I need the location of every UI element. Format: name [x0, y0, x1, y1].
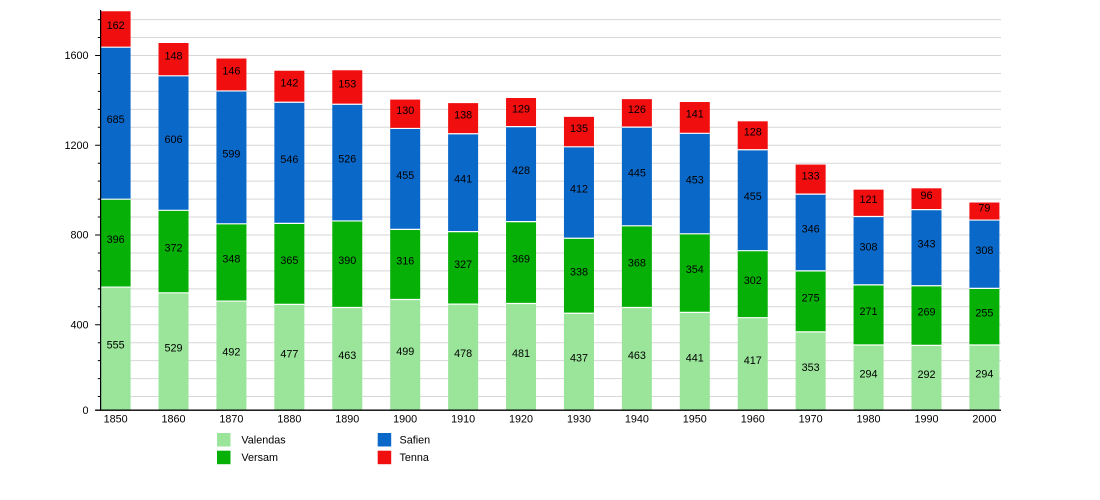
svg-text:372: 372	[165, 243, 183, 255]
svg-text:79: 79	[978, 202, 990, 214]
svg-text:437: 437	[570, 353, 588, 365]
svg-text:130: 130	[396, 105, 414, 117]
svg-text:499: 499	[396, 346, 414, 358]
svg-text:Tenna: Tenna	[400, 452, 429, 464]
svg-text:141: 141	[686, 109, 704, 121]
svg-text:Valendas: Valendas	[241, 434, 286, 446]
svg-text:396: 396	[107, 234, 125, 246]
svg-text:308: 308	[975, 245, 993, 257]
svg-text:1970: 1970	[799, 414, 823, 426]
svg-text:294: 294	[860, 369, 878, 381]
svg-text:133: 133	[802, 170, 820, 182]
svg-text:1960: 1960	[741, 414, 765, 426]
svg-text:138: 138	[454, 109, 472, 121]
svg-text:327: 327	[454, 259, 472, 271]
svg-text:343: 343	[917, 239, 935, 251]
svg-text:1930: 1930	[567, 414, 591, 426]
svg-text:1200: 1200	[64, 140, 88, 152]
svg-text:129: 129	[512, 103, 530, 115]
svg-text:478: 478	[454, 348, 472, 360]
svg-text:1920: 1920	[509, 414, 533, 426]
svg-text:365: 365	[280, 255, 298, 267]
svg-text:2000: 2000	[972, 414, 996, 426]
svg-text:1910: 1910	[451, 414, 475, 426]
svg-text:96: 96	[920, 190, 932, 202]
svg-text:477: 477	[280, 348, 298, 360]
svg-text:294: 294	[975, 369, 993, 381]
svg-text:1880: 1880	[277, 414, 301, 426]
svg-text:1890: 1890	[335, 414, 359, 426]
svg-text:148: 148	[165, 50, 183, 62]
svg-text:368: 368	[628, 258, 646, 270]
svg-text:1870: 1870	[219, 414, 243, 426]
svg-text:481: 481	[512, 348, 530, 360]
svg-text:546: 546	[280, 154, 298, 166]
svg-text:526: 526	[338, 154, 356, 166]
svg-text:146: 146	[222, 66, 240, 78]
svg-text:128: 128	[744, 127, 762, 139]
svg-text:Versam: Versam	[241, 452, 278, 464]
svg-text:463: 463	[628, 350, 646, 362]
svg-text:271: 271	[860, 306, 878, 318]
svg-text:369: 369	[512, 254, 530, 266]
svg-text:153: 153	[338, 78, 356, 90]
svg-text:445: 445	[628, 167, 646, 179]
svg-text:269: 269	[917, 307, 935, 319]
svg-text:1990: 1990	[914, 414, 938, 426]
svg-text:316: 316	[396, 255, 414, 267]
svg-text:417: 417	[744, 355, 762, 367]
svg-text:685: 685	[107, 114, 125, 126]
svg-text:455: 455	[744, 191, 762, 203]
svg-text:346: 346	[802, 223, 820, 235]
svg-text:353: 353	[802, 362, 820, 374]
svg-text:354: 354	[686, 264, 704, 276]
svg-text:308: 308	[860, 242, 878, 254]
svg-text:400: 400	[70, 319, 88, 331]
svg-text:302: 302	[744, 275, 762, 287]
svg-text:390: 390	[338, 255, 356, 267]
svg-text:555: 555	[107, 340, 125, 352]
svg-text:292: 292	[917, 369, 935, 381]
svg-text:135: 135	[570, 123, 588, 135]
svg-text:1980: 1980	[857, 414, 881, 426]
svg-text:1600: 1600	[64, 50, 88, 62]
svg-text:1860: 1860	[162, 414, 186, 426]
svg-text:492: 492	[222, 347, 240, 359]
svg-text:162: 162	[107, 20, 125, 32]
svg-text:412: 412	[570, 184, 588, 196]
svg-text:453: 453	[686, 175, 704, 187]
svg-text:441: 441	[686, 352, 704, 364]
svg-text:599: 599	[222, 148, 240, 160]
svg-text:126: 126	[628, 104, 646, 116]
svg-text:1940: 1940	[625, 414, 649, 426]
svg-text:428: 428	[512, 165, 530, 177]
svg-text:1900: 1900	[393, 414, 417, 426]
svg-text:1850: 1850	[104, 414, 128, 426]
svg-text:Safien: Safien	[400, 434, 431, 446]
svg-text:800: 800	[70, 230, 88, 242]
svg-text:463: 463	[338, 350, 356, 362]
svg-text:255: 255	[975, 308, 993, 320]
svg-text:121: 121	[860, 194, 878, 206]
svg-text:529: 529	[165, 343, 183, 355]
svg-text:606: 606	[165, 134, 183, 146]
svg-text:348: 348	[222, 253, 240, 265]
svg-text:1950: 1950	[683, 414, 707, 426]
svg-text:338: 338	[570, 267, 588, 279]
svg-text:455: 455	[396, 170, 414, 182]
svg-text:0: 0	[82, 405, 88, 417]
svg-text:142: 142	[280, 77, 298, 89]
svg-text:275: 275	[802, 292, 820, 304]
svg-text:441: 441	[454, 174, 472, 186]
